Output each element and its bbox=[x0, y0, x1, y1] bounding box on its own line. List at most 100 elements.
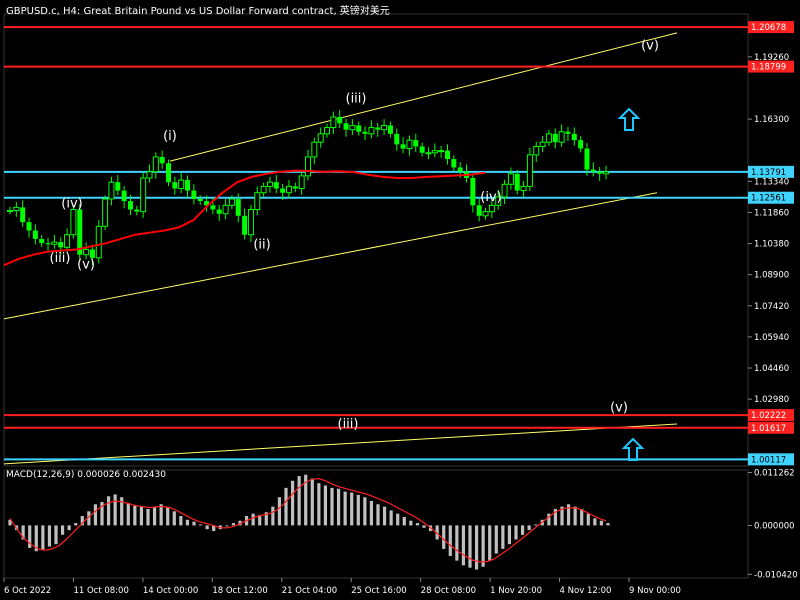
candle-body bbox=[470, 177, 476, 206]
candle-body bbox=[89, 249, 95, 258]
wave-label: (i) bbox=[163, 129, 177, 144]
candle-body bbox=[356, 125, 362, 132]
up-arrow-icon bbox=[621, 437, 645, 461]
macd-bar bbox=[60, 525, 65, 535]
macd-bar bbox=[553, 508, 558, 526]
candle-body bbox=[578, 140, 584, 149]
candle-body bbox=[134, 209, 140, 212]
candle-body bbox=[204, 201, 210, 206]
wave-label: (iii) bbox=[338, 417, 359, 432]
macd-tick-label: -0.010420 bbox=[754, 570, 798, 580]
candle-body bbox=[254, 192, 261, 211]
macd-bar bbox=[389, 510, 393, 526]
macd-bar bbox=[212, 525, 216, 532]
wave-label: (v) bbox=[641, 39, 659, 54]
channel-long-line bbox=[3, 423, 678, 465]
candle-body bbox=[216, 209, 222, 214]
candle-body bbox=[431, 150, 438, 154]
wave-label: (iv) bbox=[61, 196, 82, 211]
macd-bar bbox=[317, 483, 321, 526]
candle-body bbox=[381, 124, 388, 131]
level-label: 1.20678 bbox=[751, 23, 786, 33]
candle-body bbox=[298, 175, 305, 189]
candle-body bbox=[387, 125, 393, 134]
candle-body bbox=[51, 241, 58, 245]
macd-bar bbox=[172, 511, 176, 526]
macd-bar bbox=[34, 525, 38, 552]
candle-body bbox=[362, 131, 368, 134]
moving-average-line bbox=[3, 169, 486, 267]
macd-bar bbox=[80, 516, 84, 526]
macd-bar bbox=[422, 525, 426, 528]
candle-body bbox=[159, 156, 165, 164]
candle-body bbox=[501, 183, 508, 198]
candle-body bbox=[476, 205, 482, 216]
candle-body bbox=[539, 141, 546, 147]
candle-body bbox=[400, 144, 406, 149]
candle-body bbox=[140, 177, 147, 213]
candle-body bbox=[70, 209, 77, 236]
candle-body bbox=[552, 133, 558, 143]
macd-bar bbox=[192, 521, 196, 526]
macd-bar bbox=[448, 525, 452, 556]
candle-body bbox=[45, 243, 51, 245]
x-tick-label: 9 Nov 00:00 bbox=[629, 586, 681, 596]
macd-bar bbox=[336, 488, 341, 526]
candle-body bbox=[337, 117, 343, 124]
macd-bar bbox=[547, 513, 551, 526]
wave-label: (iii) bbox=[346, 91, 367, 106]
x-tick-label: 21 Oct 04:00 bbox=[282, 586, 337, 596]
level-label: 1.13791 bbox=[751, 168, 786, 178]
macd-bar bbox=[599, 520, 604, 526]
y-tick-label: 1.16300 bbox=[754, 115, 789, 125]
macd-bar bbox=[323, 485, 328, 526]
candle-body bbox=[166, 163, 172, 183]
level-label-box bbox=[748, 421, 794, 434]
candle-body bbox=[77, 209, 83, 255]
candle-body bbox=[235, 199, 241, 216]
candle-body bbox=[558, 131, 565, 143]
macd-tick-label: 0.000000 bbox=[754, 521, 795, 531]
macd-bar bbox=[8, 519, 12, 526]
candle-body bbox=[330, 116, 337, 129]
x-tick-label: 28 Oct 08:00 bbox=[421, 586, 476, 596]
candle-body bbox=[172, 182, 178, 189]
macd-bar bbox=[343, 491, 347, 526]
main-panel bbox=[3, 13, 749, 467]
chart-title: GBPUSD.c, H4: Great Britain Pound vs US … bbox=[6, 6, 390, 17]
wave-label: (v) bbox=[610, 400, 628, 415]
level-label: 1.00117 bbox=[751, 455, 786, 465]
candle-body bbox=[242, 215, 248, 235]
candle-body bbox=[488, 204, 495, 213]
y-tick-label: 1.13340 bbox=[754, 177, 789, 187]
macd-bar bbox=[126, 502, 130, 526]
candle-body bbox=[305, 156, 311, 177]
macd-bar bbox=[297, 476, 301, 526]
candle-body bbox=[178, 179, 185, 189]
candle-body bbox=[584, 148, 590, 170]
macd-bar bbox=[501, 525, 505, 549]
macd-bar bbox=[363, 497, 367, 526]
candle-body bbox=[197, 199, 203, 202]
macd-bar bbox=[586, 513, 590, 526]
level-label-box bbox=[748, 21, 794, 34]
channel-upper-line bbox=[169, 32, 678, 162]
candle-body bbox=[127, 201, 133, 210]
macd-bar bbox=[284, 487, 288, 526]
macd-bar bbox=[520, 525, 525, 535]
macd-bar bbox=[225, 525, 229, 527]
candle-body bbox=[95, 225, 102, 259]
y-tick-label: 1.19260 bbox=[754, 53, 789, 63]
macd-panel bbox=[3, 469, 749, 579]
macd-bar bbox=[93, 504, 98, 526]
macd-bar bbox=[534, 524, 538, 526]
level-label-box bbox=[748, 191, 794, 204]
candle-body bbox=[324, 127, 331, 135]
x-tick-label: 11 Oct 08:00 bbox=[73, 586, 128, 596]
candle-body bbox=[152, 156, 159, 173]
candle-body bbox=[520, 185, 527, 192]
channel-lower-line bbox=[3, 192, 658, 320]
candle-body bbox=[495, 196, 502, 206]
candle-body bbox=[108, 181, 115, 200]
